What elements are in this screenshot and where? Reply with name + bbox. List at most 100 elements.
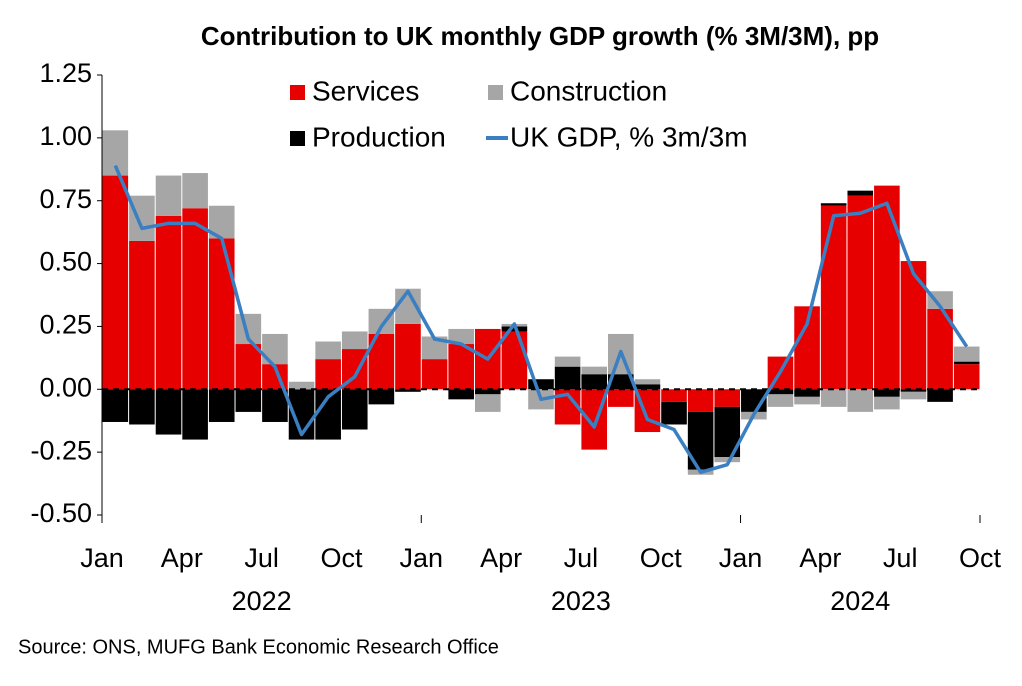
y-tick-label: 0.75 <box>39 184 92 214</box>
x-tick-label: Jul <box>244 543 279 573</box>
bar-segment <box>608 374 634 390</box>
bar-segment <box>927 291 953 309</box>
source-note: Source: ONS, MUFG Bank Economic Research… <box>18 636 499 658</box>
bar-segment <box>102 175 129 390</box>
bar-segment <box>874 185 900 390</box>
bar-segment <box>341 389 368 430</box>
bar-segment <box>847 190 874 196</box>
x-tick-label: Jul <box>564 543 599 573</box>
x-tick-label: Jan <box>80 543 124 573</box>
bar-segment <box>847 389 874 412</box>
bar-segment <box>581 366 608 375</box>
bar-segment <box>900 389 927 392</box>
legend-item: Construction <box>488 75 667 106</box>
bar-segment <box>208 389 235 422</box>
bar-segment <box>634 384 661 390</box>
x-tick-label: Oct <box>320 543 363 573</box>
year-label: 2022 <box>232 586 292 616</box>
bar-segment <box>235 389 262 412</box>
bar-segment <box>820 205 847 390</box>
bar-segment <box>767 394 794 407</box>
bar-segment <box>288 381 315 390</box>
legend-swatch <box>488 85 503 100</box>
bar-segment <box>262 389 288 422</box>
bar-segment <box>554 366 581 390</box>
bar-segment <box>395 323 421 390</box>
bar-segment <box>182 208 208 390</box>
bar-segment <box>767 389 794 395</box>
bar-segment <box>661 389 687 402</box>
bar-segment <box>953 361 980 365</box>
bar-segment <box>953 346 980 362</box>
bar-segment <box>847 195 874 390</box>
y-tick-label: 1.00 <box>39 121 92 151</box>
bar-segment <box>714 457 741 463</box>
bar-segment <box>687 389 714 412</box>
legend-label: UK GDP, % 3m/3m <box>510 121 748 152</box>
legend-label: Production <box>312 121 446 152</box>
x-tick-label: Apr <box>161 543 203 573</box>
bar-segment <box>900 261 927 390</box>
bar-segment <box>953 364 980 390</box>
y-tick-label: 0.00 <box>39 372 92 402</box>
y-tick-label: 1.25 <box>39 58 92 88</box>
bar-segment <box>421 359 448 390</box>
bar-segment <box>448 389 474 400</box>
year-label: 2023 <box>551 586 611 616</box>
bar-segment <box>448 328 474 345</box>
bar-segment <box>900 391 927 400</box>
bar-segment <box>474 389 501 395</box>
bar-segment <box>421 336 448 360</box>
x-tick-label: Apr <box>799 543 841 573</box>
bar-segment <box>102 389 129 422</box>
bar-segment <box>129 389 155 425</box>
y-tick-label: -0.25 <box>30 435 92 465</box>
bar-segment <box>155 175 182 216</box>
bar-segment <box>448 344 474 390</box>
legend-label: Construction <box>510 75 667 106</box>
bar-segment <box>661 401 687 425</box>
x-tick-label: Jan <box>719 543 763 573</box>
bar-segment <box>235 344 262 390</box>
bar-segment <box>820 203 847 206</box>
year-label: 2024 <box>830 586 890 616</box>
gdp-line <box>113 164 969 475</box>
x-tick-label: Apr <box>480 543 522 573</box>
bar-segment <box>315 359 341 390</box>
bar-segment <box>182 173 208 209</box>
bar-segment <box>794 396 820 405</box>
bar-segment <box>155 389 182 435</box>
bar-segment <box>874 389 900 397</box>
bar-segment <box>528 379 554 390</box>
bar-segment <box>395 389 421 392</box>
bar-segment <box>820 389 847 407</box>
legend-item: Services <box>290 75 419 106</box>
bar-segment <box>874 396 900 410</box>
y-tick-label: 0.50 <box>39 247 92 277</box>
x-tick-label: Jul <box>883 543 918 573</box>
legend-item: Production <box>290 121 446 152</box>
x-tick-label: Jan <box>399 543 443 573</box>
bar-segment <box>581 374 608 390</box>
chart-title: Contribution to UK monthly GDP growth (%… <box>201 21 879 51</box>
bar-segment <box>208 238 235 390</box>
bar-segment <box>794 389 820 397</box>
x-tick-label: Oct <box>640 543 683 573</box>
bar-segment <box>341 331 368 350</box>
bar-segment <box>608 389 634 407</box>
bar-segment <box>634 379 661 385</box>
bar-segment <box>554 356 581 367</box>
legend-label: Services <box>312 75 419 106</box>
y-tick-label: 0.25 <box>39 310 92 340</box>
bar-segment <box>182 389 208 440</box>
legend-swatch <box>290 131 305 146</box>
legend-item: UK GDP, % 3m/3m <box>486 121 748 152</box>
x-tick-label: Oct <box>959 543 1002 573</box>
bar-segment <box>129 195 155 241</box>
bar-segment <box>129 240 155 390</box>
legend-swatch <box>290 85 305 100</box>
bar-segment <box>714 389 741 407</box>
bar-segment <box>501 331 528 390</box>
bar-segment <box>927 389 953 402</box>
